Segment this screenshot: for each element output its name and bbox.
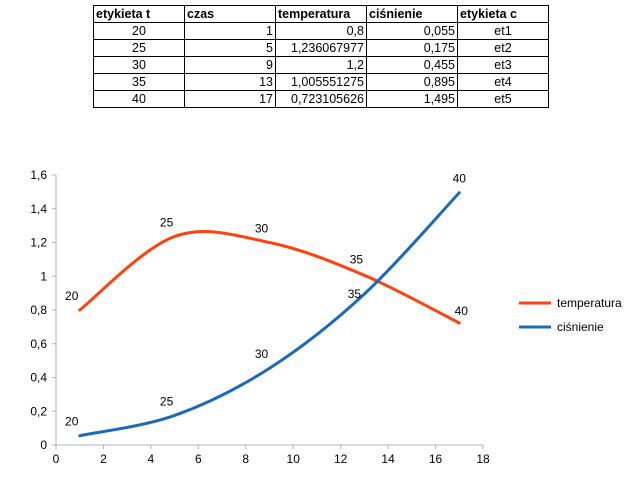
- legend-label: ciśnienie: [557, 320, 604, 334]
- table-cell[interactable]: 1,495: [366, 90, 458, 108]
- table-row: 40 17 0,723105626 1,495 et5: [93, 90, 549, 108]
- y-tick-label: 0,4: [30, 371, 47, 385]
- x-tick-label: 14: [381, 452, 395, 466]
- y-tick-label: 0,6: [30, 337, 47, 351]
- data-label: 30: [255, 347, 269, 361]
- table-cell[interactable]: 1,2: [275, 56, 367, 74]
- table-cell[interactable]: 9: [184, 56, 276, 74]
- table-row: 35 13 1,005551275 0,895 et4: [93, 73, 549, 91]
- table-cell[interactable]: 35: [93, 73, 185, 91]
- table-cell[interactable]: 1,236067977: [275, 39, 367, 57]
- data-label: 40: [453, 172, 467, 186]
- y-tick-label: 0,8: [30, 303, 47, 317]
- table-cell[interactable]: 5: [184, 39, 276, 57]
- table-cell[interactable]: 25: [93, 39, 185, 57]
- x-tick-label: 6: [195, 452, 202, 466]
- table-cell[interactable]: et1: [457, 22, 549, 40]
- data-label: 30: [255, 222, 269, 236]
- table-cell[interactable]: et5: [457, 90, 549, 108]
- legend-label: temperatura: [557, 296, 622, 310]
- data-label: 20: [65, 415, 79, 429]
- header-cell[interactable]: czas: [184, 5, 276, 23]
- table-cell[interactable]: 0,455: [366, 56, 458, 74]
- header-cell[interactable]: etykieta c: [457, 5, 549, 23]
- data-label: 20: [65, 289, 79, 303]
- table-cell[interactable]: 0,175: [366, 39, 458, 57]
- table-row: 25 5 1,236067977 0,175 et2: [93, 39, 549, 57]
- line-chart: 0 0,2 0,4 0,6 0,8 1 1,2 1,4 1,6 0 2 4 6 8 10 12 14 16 18 20…: [30, 168, 622, 466]
- table-cell[interactable]: 0,895: [366, 73, 458, 91]
- series-line-temperatura: [78, 230, 461, 325]
- data-table: etykieta t czas temperatura ciśnienie et…: [93, 5, 549, 108]
- table-row: 30 9 1,2 0,455 et3: [93, 56, 549, 74]
- data-label: 35: [348, 287, 362, 301]
- x-tick-label: 0: [53, 452, 60, 466]
- data-label: 40: [455, 304, 469, 318]
- y-tick-label: 0,2: [30, 404, 47, 418]
- table-cell[interactable]: 0,055: [366, 22, 458, 40]
- x-tick-label: 16: [429, 452, 443, 466]
- table-row: 20 1 0,8 0,055 et1: [93, 22, 549, 40]
- y-tick-label: 1,4: [30, 202, 47, 216]
- series-line-ciśnienie: [78, 191, 461, 438]
- x-tick-label: 18: [476, 452, 490, 466]
- x-tick-label: 10: [287, 452, 301, 466]
- table-header-row: etykieta t czas temperatura ciśnienie et…: [93, 5, 549, 23]
- table-cell[interactable]: 1: [184, 22, 276, 40]
- header-cell[interactable]: etykieta t: [93, 5, 185, 23]
- y-tick-label: 1,2: [30, 236, 47, 250]
- data-label: 25: [160, 394, 174, 408]
- data-label: 35: [350, 252, 364, 266]
- table-cell[interactable]: 1,005551275: [275, 73, 367, 91]
- table-cell[interactable]: et3: [457, 56, 549, 74]
- table-cell[interactable]: 40: [93, 90, 185, 108]
- x-tick-label: 4: [148, 452, 155, 466]
- table-cell[interactable]: 0,8: [275, 22, 367, 40]
- x-tick-label: 8: [242, 452, 249, 466]
- header-cell[interactable]: ciśnienie: [366, 5, 458, 23]
- y-tick-label: 1: [40, 269, 47, 283]
- data-label: 25: [160, 215, 174, 229]
- table-cell[interactable]: 30: [93, 56, 185, 74]
- header-cell[interactable]: temperatura: [275, 5, 367, 23]
- y-tick-label: 1,6: [30, 168, 47, 182]
- table-cell[interactable]: 17: [184, 90, 276, 108]
- table-cell[interactable]: et4: [457, 73, 549, 91]
- table-cell[interactable]: et2: [457, 39, 549, 57]
- x-tick-label: 2: [100, 452, 107, 466]
- y-tick-label: 0: [40, 438, 47, 452]
- table-cell[interactable]: 20: [93, 22, 185, 40]
- x-tick-label: 12: [334, 452, 348, 466]
- table-cell[interactable]: 13: [184, 73, 276, 91]
- table-cell[interactable]: 0,723105626: [275, 90, 367, 108]
